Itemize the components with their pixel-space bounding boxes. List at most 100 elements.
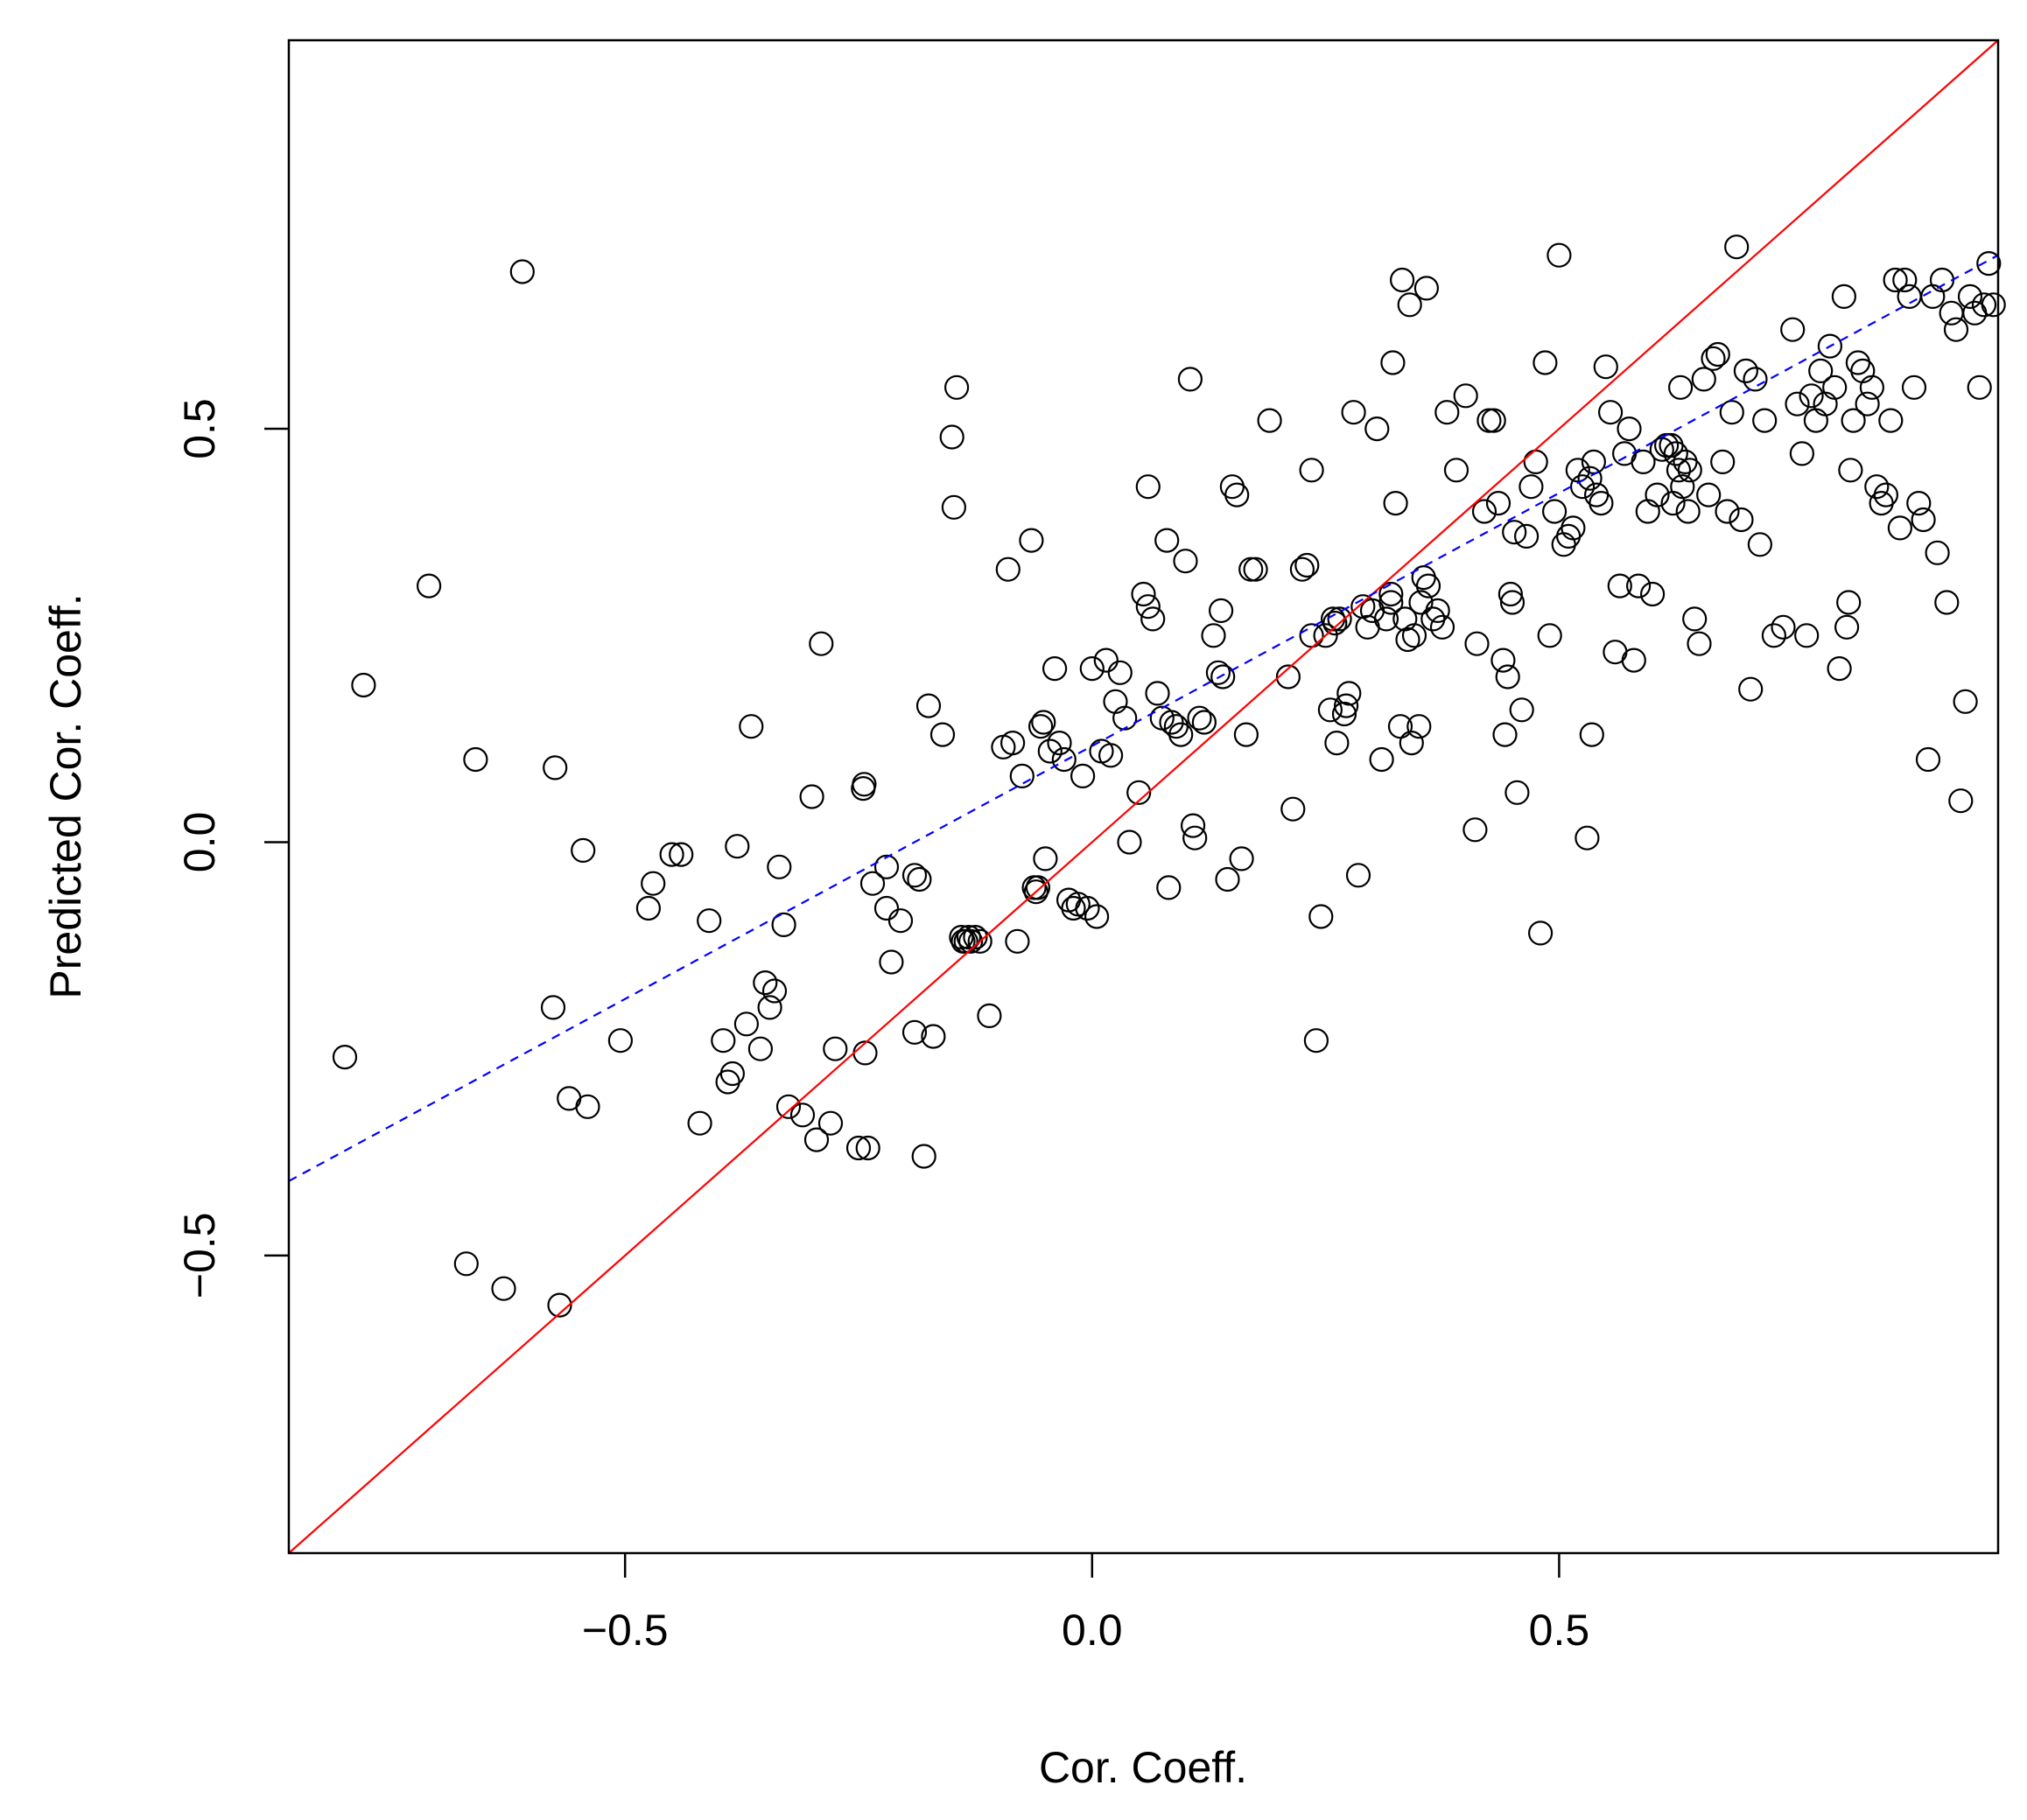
data-point bbox=[1079, 655, 1105, 682]
data-point bbox=[1834, 614, 1860, 640]
data-point bbox=[1705, 341, 1730, 368]
data-point bbox=[1389, 267, 1415, 293]
data-point bbox=[1565, 458, 1590, 483]
data-point bbox=[1462, 817, 1488, 843]
data-point bbox=[1208, 598, 1234, 624]
data-point bbox=[799, 784, 824, 809]
data-point bbox=[1383, 490, 1408, 516]
data-point bbox=[1093, 648, 1119, 673]
data-point bbox=[1415, 573, 1441, 598]
data-point bbox=[1971, 292, 1997, 318]
data-point bbox=[1729, 507, 1754, 533]
data-point bbox=[1280, 796, 1306, 822]
data-point bbox=[1696, 482, 1722, 508]
data-point bbox=[1224, 482, 1250, 508]
data-point bbox=[1453, 383, 1478, 409]
data-point bbox=[491, 1276, 516, 1301]
data-point bbox=[1597, 400, 1624, 425]
data-point bbox=[1509, 697, 1534, 723]
data-point bbox=[1513, 523, 1540, 550]
data-point bbox=[1009, 763, 1035, 789]
data-point bbox=[687, 1110, 712, 1136]
x-axis: −0.5 0.0 0.5 bbox=[582, 1553, 1589, 1655]
data-point bbox=[1771, 614, 1796, 640]
data-point bbox=[1631, 449, 1656, 475]
data-point bbox=[1873, 482, 1898, 508]
data-point bbox=[1336, 681, 1362, 706]
data-point bbox=[1322, 610, 1348, 636]
data-point bbox=[1911, 507, 1936, 533]
data-point bbox=[911, 1144, 936, 1169]
data-point bbox=[1042, 655, 1068, 682]
data-point bbox=[1547, 242, 1572, 268]
data-point bbox=[1140, 606, 1166, 632]
data-point bbox=[859, 871, 886, 896]
data-point bbox=[1934, 590, 1960, 615]
data-point bbox=[1495, 664, 1520, 690]
data-point bbox=[1589, 490, 1614, 516]
data-point bbox=[1333, 693, 1359, 718]
data-point bbox=[719, 1060, 746, 1087]
data-point bbox=[1967, 374, 1992, 400]
data-point bbox=[1785, 391, 1810, 416]
data-point bbox=[1031, 710, 1056, 735]
data-point bbox=[1481, 408, 1506, 433]
data-point bbox=[711, 1028, 736, 1054]
data-point bbox=[1953, 689, 1978, 714]
data-point bbox=[543, 755, 568, 780]
data-point bbox=[1289, 556, 1315, 582]
data-point bbox=[1275, 664, 1301, 690]
data-point bbox=[1023, 879, 1049, 905]
data-point bbox=[1537, 623, 1562, 648]
data-point bbox=[1215, 866, 1240, 892]
data-point bbox=[1033, 846, 1058, 872]
x-tick-label: 0.5 bbox=[1529, 1606, 1590, 1655]
data-point bbox=[417, 573, 442, 598]
data-point bbox=[1191, 710, 1217, 735]
data-point bbox=[659, 842, 684, 867]
data-point bbox=[1675, 499, 1701, 524]
data-point bbox=[1817, 333, 1842, 359]
data-point bbox=[771, 912, 796, 938]
data-point bbox=[1502, 520, 1527, 545]
data-point bbox=[1981, 292, 2006, 318]
data-point bbox=[509, 259, 535, 284]
data-point bbox=[1331, 701, 1357, 727]
data-point bbox=[1159, 710, 1184, 735]
data-point bbox=[995, 556, 1021, 582]
data-point bbox=[761, 978, 788, 1004]
data-point bbox=[1294, 552, 1320, 578]
data-point bbox=[1794, 623, 1820, 648]
data-point bbox=[1201, 623, 1226, 648]
data-point bbox=[1915, 746, 1941, 773]
data-point bbox=[963, 924, 988, 950]
data-point bbox=[1025, 875, 1051, 900]
data-point bbox=[1878, 408, 1904, 433]
data-point bbox=[1075, 895, 1100, 921]
data-point bbox=[1047, 730, 1072, 756]
data-point bbox=[1883, 267, 1908, 293]
data-point bbox=[1724, 234, 1750, 260]
data-point bbox=[1464, 631, 1490, 656]
data-point bbox=[1607, 573, 1632, 598]
data-point bbox=[747, 1036, 774, 1061]
data-point bbox=[1313, 623, 1338, 648]
data-point bbox=[1051, 746, 1077, 773]
data-point bbox=[1645, 482, 1670, 508]
identity-line bbox=[288, 39, 1999, 1554]
x-tick-label: 0.0 bbox=[1062, 1606, 1123, 1655]
data-point bbox=[1561, 515, 1586, 541]
data-point bbox=[1901, 374, 1927, 400]
data-point bbox=[823, 1036, 848, 1061]
data-point bbox=[1257, 408, 1282, 433]
data-point bbox=[1733, 358, 1759, 383]
data-point bbox=[1497, 581, 1524, 607]
data-point bbox=[1855, 391, 1880, 416]
data-point bbox=[939, 424, 964, 450]
data-point bbox=[1406, 714, 1432, 739]
data-point bbox=[1324, 730, 1350, 756]
data-point bbox=[1887, 515, 1912, 541]
data-point bbox=[907, 866, 932, 892]
points-layer bbox=[332, 234, 2006, 1318]
data-point bbox=[929, 722, 956, 747]
